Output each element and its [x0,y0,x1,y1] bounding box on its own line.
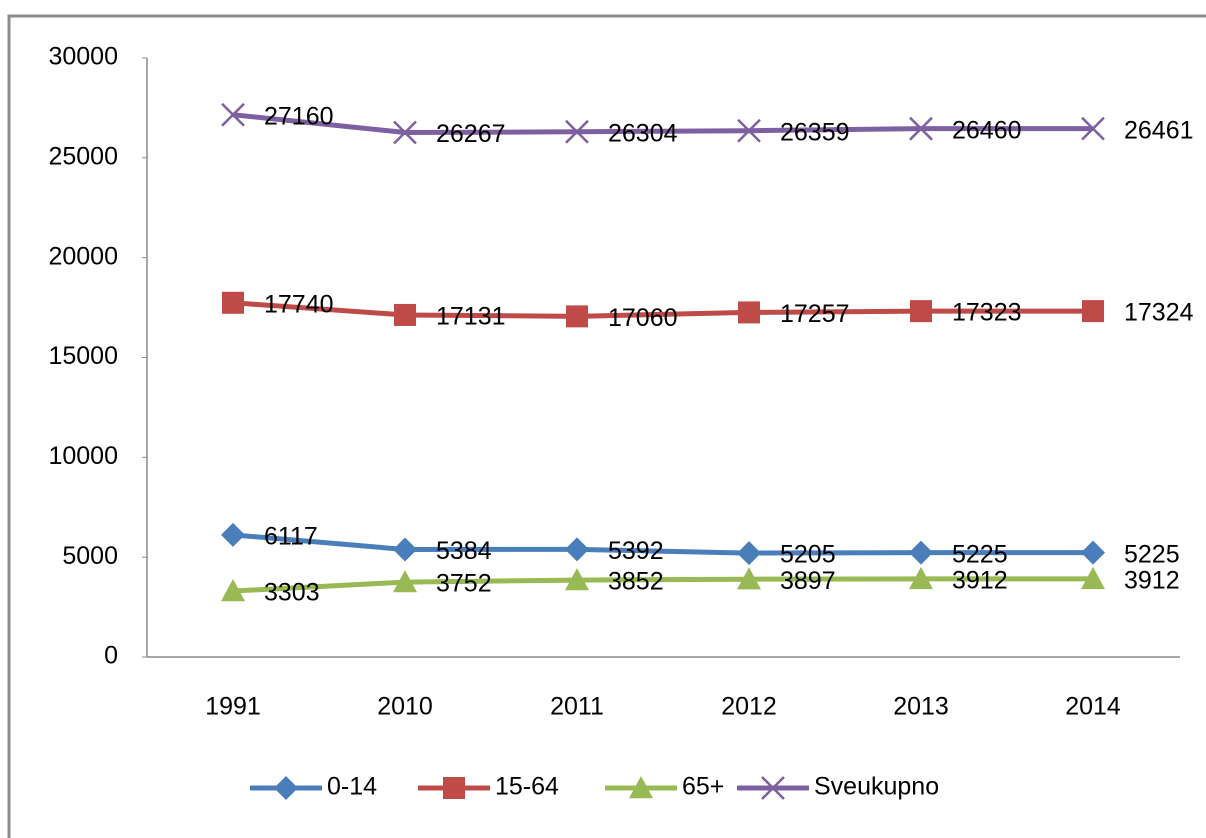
marker [394,303,416,326]
data-label: 27160 [264,102,334,130]
legend-label: 15-64 [495,773,559,801]
series-line [232,576,1093,594]
y-tick-label: 0 [104,642,118,670]
marker [393,120,417,145]
marker [393,537,417,562]
legend-marker [629,776,653,799]
data-label: 5205 [780,541,836,569]
data-label: 3897 [780,567,836,595]
x-tick-label: 2014 [1065,693,1121,721]
marker [1081,540,1105,565]
x-tick-label: 2011 [550,693,604,721]
data-label: 17740 [264,290,334,318]
x-tick-label: 1991 [205,693,261,721]
y-tick-label: 15000 [48,342,118,370]
marker [738,301,760,324]
x-tick-label: 2013 [893,693,949,721]
chart-border [7,14,1206,838]
data-label: 3912 [952,566,1008,594]
data-label: 17324 [1124,299,1194,327]
data-label: 17131 [436,303,506,331]
marker [221,522,245,547]
data-label: 3303 [264,579,320,607]
marker [737,567,761,590]
data-label: 26267 [436,120,506,148]
legend-label: 65+ [682,773,724,801]
marker [909,540,933,565]
x-tick-label: 2010 [377,693,433,721]
series-line [232,300,1094,319]
data-label: 26460 [952,116,1022,144]
data-label: 17060 [608,304,678,332]
marker [566,305,588,328]
marker [1081,566,1105,590]
data-label: 26359 [780,118,850,146]
x-tick-label: 2012 [721,693,777,721]
y-tick-label: 5000 [62,542,118,570]
marker [565,119,589,144]
data-label: 26461 [1124,116,1194,144]
marker [393,570,417,593]
series-line [232,532,1093,556]
y-tick-label: 30000 [48,43,118,71]
legend-marker [443,777,465,799]
marker [737,541,761,566]
legend-label: Sveukupno [814,773,939,801]
marker [910,300,932,323]
data-label: 17323 [952,299,1022,327]
legend-label: 0-14 [327,773,377,801]
data-label: 5225 [1124,540,1180,568]
data-label: 5225 [952,540,1008,568]
legend-marker [274,776,298,800]
data-label: 5392 [608,537,664,565]
series-line [232,112,1094,136]
marker [222,291,244,314]
data-label: 3752 [436,570,492,598]
y-tick-label: 10000 [48,442,118,470]
marker [565,537,589,562]
data-label: 26304 [608,119,678,147]
legend-marker [761,776,785,800]
marker [565,568,589,591]
marker [1081,116,1105,141]
marker [1082,300,1104,323]
data-label: 17257 [780,300,850,328]
marker [221,579,245,602]
data-label: 5384 [436,537,492,565]
marker [737,118,761,143]
data-label: 3912 [1124,566,1180,594]
marker [221,102,245,127]
marker [909,566,933,590]
data-label: 3852 [608,568,664,596]
data-label: 6117 [264,522,318,550]
marker [909,116,933,141]
y-tick-label: 25000 [48,142,118,170]
y-tick-label: 20000 [48,242,118,270]
